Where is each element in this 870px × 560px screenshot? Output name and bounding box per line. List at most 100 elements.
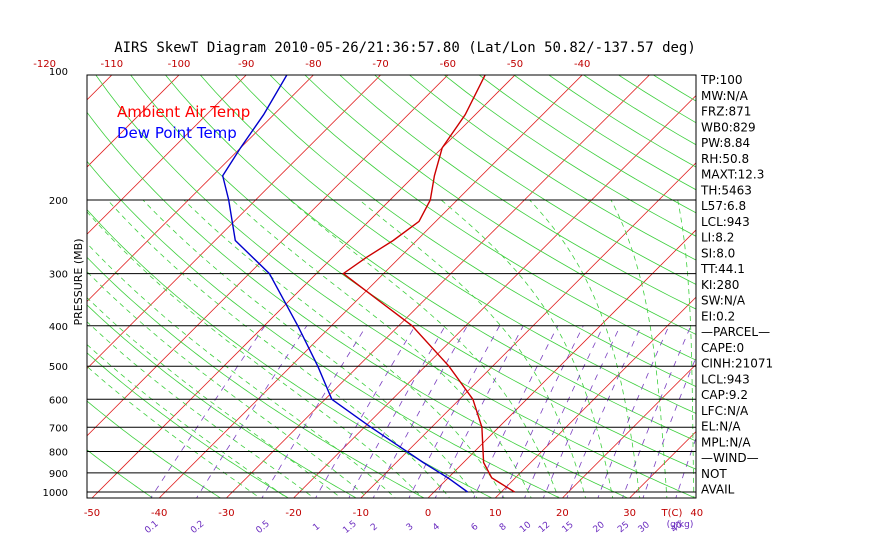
mixing-ratio-line <box>315 325 416 498</box>
dry-adiabat-line <box>269 75 696 361</box>
isotherm-line <box>87 75 382 370</box>
chart-title: AIRS SkewT Diagram 2010-05-26/21:36:57.8… <box>114 40 696 56</box>
dry-adiabat-line <box>234 75 696 387</box>
stability-index-item: NOT <box>701 467 727 481</box>
moist-adiabat-line <box>87 344 288 498</box>
mixing-ratio-label: 8 <box>498 522 509 534</box>
mixing-ratio-label: 12 <box>537 520 552 535</box>
top-temperature-tick-label: -110 <box>100 59 123 70</box>
mixing-ratio-label: 2 <box>369 522 380 533</box>
dry-adiabat-line <box>87 256 425 498</box>
plot-frame <box>86 74 697 499</box>
top-temperature-tick-label: -50 <box>507 59 523 70</box>
profile-lines <box>221 75 515 493</box>
top-temperature-tick-label: -40 <box>574 59 590 70</box>
isotherm-line <box>427 229 696 498</box>
isotherm-line <box>91 75 516 498</box>
stability-index-item: KI:280 <box>701 278 739 292</box>
mixing-ratio-line <box>150 325 266 498</box>
mixing-ratio-line <box>408 325 500 498</box>
pressure-tick-label: 800 <box>49 448 68 459</box>
moist-adiabat-line <box>359 199 587 498</box>
bottom-temperature-tick-label: 10 <box>489 508 502 519</box>
mixing-ratio-label: 3 <box>405 522 416 533</box>
mixing-ratio-line <box>597 325 670 498</box>
stability-index-item: TP:100 <box>700 73 743 87</box>
moist-adiabat-line <box>440 199 614 498</box>
dry-adiabat-line <box>582 75 696 146</box>
stability-index-item: CINH:21071 <box>701 357 773 371</box>
mixing-ratio-label: 20 <box>592 520 607 535</box>
moist-adiabat-line <box>289 199 559 498</box>
mixing-ratio-line <box>372 325 468 498</box>
dry-adiabat-line <box>478 75 696 214</box>
pressure-tick-label: 300 <box>49 270 68 281</box>
stability-index-item: LCL:943 <box>701 215 750 229</box>
pressure-tick-label: 500 <box>49 362 68 373</box>
pressure-tick-label: 700 <box>49 423 68 434</box>
legend-ambient-air-temp: Ambient Air Temp <box>117 103 250 121</box>
mixing-ratio-label: 4 <box>431 522 442 534</box>
pressure-tick-label: 600 <box>49 395 68 406</box>
stability-index-item: MAXT:12.3 <box>701 168 764 182</box>
top-temperature-tick-label: -80 <box>305 59 321 70</box>
grid-lines <box>0 34 870 501</box>
top-temperature-tick-label: -60 <box>440 59 456 70</box>
stability-index-item: CAPE:0 <box>701 341 744 355</box>
moist-adiabat-line <box>107 199 451 498</box>
top-temperature-tick-label: -100 <box>168 59 191 70</box>
mixing-ratio-line <box>196 325 308 498</box>
stability-index-item: L57:6.8 <box>701 199 746 213</box>
top-temperature-tick-label: -120 <box>33 59 56 70</box>
top-temperature-tick-label: -70 <box>372 59 388 70</box>
stability-index-item: PW:8.84 <box>701 136 750 150</box>
moist-adiabat-line <box>87 242 396 498</box>
isotherm-line <box>828 34 870 501</box>
stability-index-item: TT:44.1 <box>700 262 745 276</box>
mixing-ratio-unit: (g/kg) <box>667 520 694 530</box>
isotherm-line <box>87 75 180 168</box>
dry-adiabat-line <box>87 209 493 498</box>
stability-index-item: MW:N/A <box>701 89 749 103</box>
stability-index-item: RH:50.8 <box>701 152 749 166</box>
stability-index-item: LFC:N/A <box>701 404 749 418</box>
stability-index-item: TH:5463 <box>700 183 752 197</box>
mixing-ratio-label: 0.5 <box>254 519 271 536</box>
dry-adiabat-line <box>130 75 696 470</box>
moist-adiabat-line <box>87 321 315 498</box>
pressure-tick-label: 100 <box>49 67 68 78</box>
mixing-ratio-label: 1.5 <box>341 519 358 536</box>
dew-point-temp-line <box>221 75 469 493</box>
mixing-ratio-label: 10 <box>518 520 533 535</box>
isotherm-line <box>494 296 696 498</box>
moist-adiabat-line <box>87 271 369 498</box>
stability-index-item: EL:N/A <box>701 420 741 434</box>
mixing-ratio-label: 6 <box>470 522 481 534</box>
pressure-tick-label: 400 <box>49 322 68 333</box>
mixing-ratio-line <box>434 325 524 498</box>
dry-adiabat-line <box>548 75 696 168</box>
stability-index-item: LCL:943 <box>701 372 750 386</box>
mixing-ratio-line <box>348 325 446 498</box>
stability-index-item: CAP:9.2 <box>701 388 748 402</box>
bottom-temperature-tick-label: 20 <box>556 508 569 519</box>
dry-adiabat-line <box>199 75 696 414</box>
stability-index-item: MPL:N/A <box>701 435 751 449</box>
bottom-temperature-tick-label: -30 <box>218 508 234 519</box>
mixing-ratio-line <box>542 325 621 498</box>
dry-adiabat-line <box>339 75 696 310</box>
moist-adiabat-line <box>529 199 641 498</box>
pressure-tick-label: 1000 <box>43 488 68 499</box>
stability-index-item: LI:8.2 <box>701 231 734 245</box>
bottom-temperature-tick-label: 30 <box>623 508 636 519</box>
x-axis-unit: T(C) <box>661 508 683 519</box>
isotherm-line <box>0 34 19 501</box>
isobar-lines <box>87 199 696 493</box>
isotherm-line <box>561 363 696 498</box>
mixing-ratio-label: 1 <box>311 522 322 533</box>
isotherm-line <box>293 95 696 498</box>
mixing-ratio-label: 25 <box>616 520 631 535</box>
top-temperature-tick-label: -90 <box>238 59 254 70</box>
dry-adiabat-line <box>87 352 290 498</box>
